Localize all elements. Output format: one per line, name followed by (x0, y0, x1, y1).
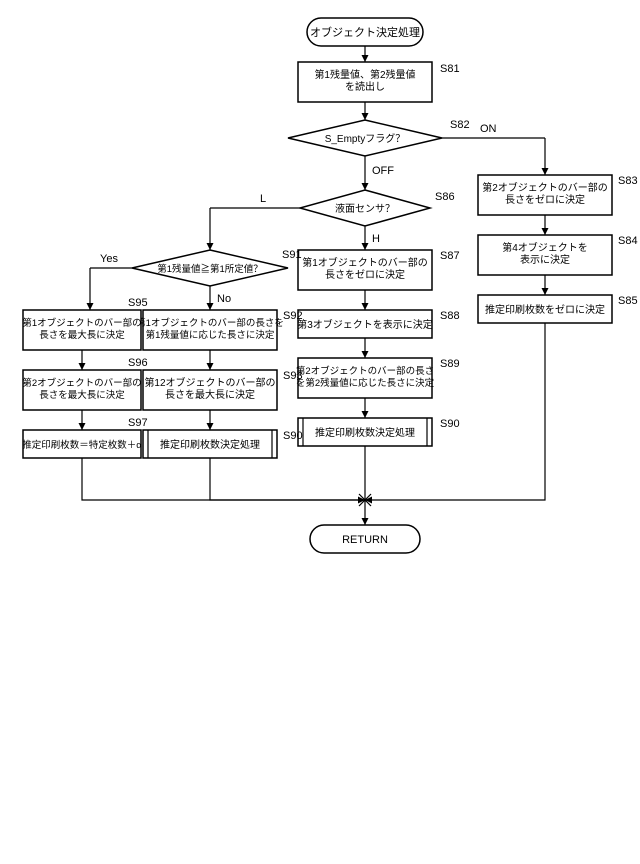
branch-s82-on: ON (480, 123, 497, 135)
decision-s91-text: 第1残量値≧第1所定値？ (157, 263, 263, 275)
label-s83: S83 (618, 175, 638, 187)
decision-s86-text: 液面センサ？ (335, 202, 395, 215)
label-s96: S96 (128, 357, 148, 369)
branch-s82-off: OFF (372, 165, 394, 177)
branch-s91-yes: Yes (100, 253, 118, 265)
label-s90-h: S90 (440, 418, 460, 430)
label-s93: S93 (283, 370, 303, 382)
label-s89: S89 (440, 358, 460, 370)
terminal-end-label: RETURN (342, 534, 388, 546)
label-s95: S95 (128, 297, 148, 309)
label-s85: S85 (618, 295, 638, 307)
step-s85-text: 推定印刷枚数をゼロに決定 (485, 303, 605, 316)
decision-s82-text: S_Emptyフラグ？ (325, 132, 406, 145)
terminal-start-label: オブジェクト決定処理 (310, 25, 420, 39)
branch-s86-h: H (372, 233, 380, 245)
label-s81: S81 (440, 63, 460, 75)
label-s90-no: S90 (283, 430, 303, 442)
branch-s91-no: No (217, 293, 231, 305)
label-s91: S91 (282, 249, 302, 261)
step-s90-no-text: 推定印刷枚数決定処理 (160, 438, 260, 451)
branch-s86-l: L (260, 193, 266, 205)
label-s86: S86 (435, 191, 455, 203)
label-s87: S87 (440, 250, 460, 262)
label-s97: S97 (128, 417, 148, 429)
step-s97-text: 推定印刷枚数＝特定枚数＋α (22, 439, 142, 451)
label-s92: S92 (283, 310, 303, 322)
label-s84: S84 (618, 235, 638, 247)
step-s90-h-text: 推定印刷枚数決定処理 (315, 426, 415, 439)
label-s82: S82 (450, 119, 470, 131)
step-s88-text: 第3オブジェクトを表示に決定 (297, 318, 433, 331)
label-s88: S88 (440, 310, 460, 322)
